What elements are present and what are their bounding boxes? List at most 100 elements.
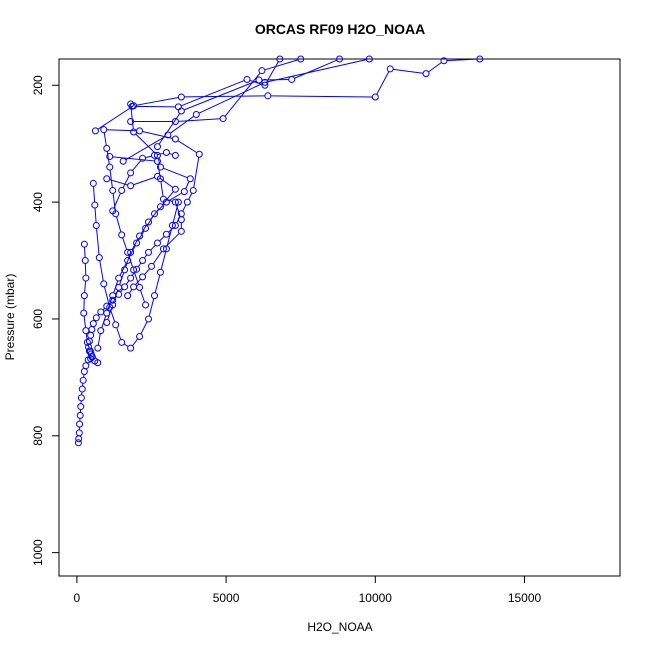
- data-point: [127, 344, 135, 352]
- data-point: [136, 332, 144, 340]
- data-point: [77, 394, 85, 402]
- data-point: [142, 224, 150, 232]
- series-segment: [135, 105, 176, 108]
- data-point: [145, 315, 153, 323]
- series-segment: [446, 58, 477, 62]
- data-point: [127, 169, 135, 177]
- data-point: [171, 135, 179, 143]
- series-segment: [184, 95, 265, 98]
- data-point: [142, 301, 150, 309]
- data-point: [82, 274, 90, 282]
- data-point: [219, 115, 227, 123]
- data-point: [89, 320, 97, 328]
- data-point: [153, 172, 161, 180]
- x-axis-label: H2O_NOAA: [307, 620, 372, 634]
- data-point: [130, 283, 138, 291]
- data-point: [136, 283, 144, 291]
- series-segment: [152, 251, 163, 265]
- data-point: [371, 93, 379, 101]
- data-point: [148, 262, 156, 270]
- data-point: [177, 216, 185, 224]
- data-point: [164, 131, 172, 139]
- series-9: [106, 153, 185, 300]
- series-segment: [112, 156, 155, 162]
- data-point: [153, 151, 161, 159]
- series-segment: [120, 288, 124, 293]
- series-segment: [116, 216, 122, 233]
- data-point: [162, 230, 170, 238]
- series-segment: [97, 333, 101, 346]
- data-point: [183, 198, 191, 206]
- series-segment: [183, 80, 257, 111]
- series-segment: [101, 315, 107, 328]
- series-segment: [169, 152, 173, 155]
- data-point: [422, 70, 430, 78]
- series-segment: [143, 254, 148, 259]
- data-point: [133, 239, 141, 247]
- series-segment: [166, 228, 173, 247]
- data-point: [162, 198, 170, 206]
- series-segment: [154, 275, 161, 293]
- data-point: [476, 55, 484, 63]
- data-point: [365, 55, 373, 63]
- series-segment: [113, 280, 119, 293]
- data-point: [156, 163, 164, 171]
- data-point: [106, 153, 114, 161]
- data-point: [92, 221, 100, 229]
- data-point: [100, 126, 108, 134]
- series-segment: [110, 309, 116, 323]
- series-segment: [122, 175, 130, 188]
- series-segment: [140, 321, 148, 335]
- data-point: [100, 280, 108, 288]
- x-tick-label: 15000: [508, 591, 542, 605]
- data-point: [139, 273, 147, 281]
- data-point: [124, 248, 132, 256]
- data-point: [76, 420, 84, 428]
- series-segment: [104, 286, 110, 305]
- y-tick-label: 200: [31, 75, 45, 95]
- series-segment: [150, 244, 156, 251]
- series-segment: [84, 281, 87, 293]
- data-point: [94, 359, 102, 367]
- series-segment: [157, 152, 164, 156]
- data-point: [192, 110, 200, 118]
- data-point: [77, 403, 85, 411]
- x-tick-label: 10000: [359, 591, 393, 605]
- series-segment: [132, 160, 142, 171]
- series-segment: [160, 251, 167, 270]
- data-point: [112, 321, 120, 329]
- data-point: [139, 257, 147, 265]
- series-segment: [83, 316, 86, 328]
- series-segment: [84, 247, 86, 258]
- data-point: [159, 245, 167, 253]
- data-point: [258, 67, 266, 75]
- series-segment: [130, 106, 134, 130]
- series-segment: [180, 80, 245, 107]
- data-point: [89, 179, 97, 187]
- data-point: [171, 198, 179, 206]
- series-11: [94, 100, 194, 352]
- series-segment: [137, 262, 142, 268]
- series-segment: [135, 278, 141, 285]
- series-segment: [133, 176, 155, 186]
- data-point: [81, 257, 89, 265]
- data-point: [145, 248, 153, 256]
- data-point: [103, 309, 111, 317]
- y-axis: 200 400 600 800 1000: [31, 75, 59, 566]
- data-point: [276, 55, 284, 63]
- series-segment: [428, 62, 442, 73]
- data-point: [83, 338, 91, 346]
- data-point: [97, 327, 105, 335]
- y-tick-label: 600: [31, 309, 45, 329]
- data-point: [127, 100, 135, 108]
- data-point: [88, 325, 96, 333]
- series-segment: [142, 131, 173, 139]
- data-point: [109, 296, 117, 304]
- data-point: [130, 128, 138, 136]
- series-segment: [165, 233, 180, 248]
- series-segment: [159, 235, 165, 242]
- series-segment: [103, 132, 107, 146]
- series-segment: [193, 157, 200, 188]
- data-point: [153, 143, 161, 151]
- data-point: [174, 103, 182, 111]
